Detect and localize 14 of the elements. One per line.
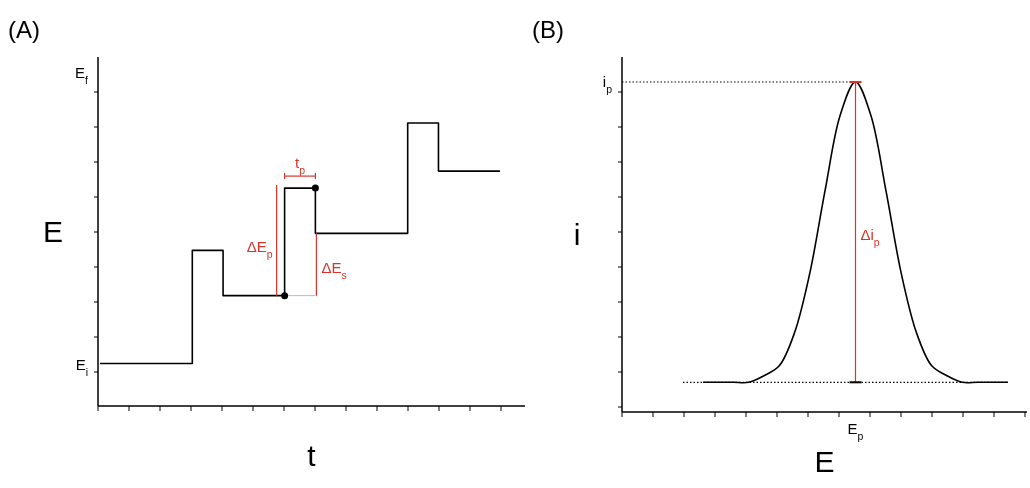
x-axis-title: t <box>307 439 317 472</box>
chart-title: (A) <box>8 16 40 43</box>
text: E$_{f}$ <box>75 64 89 86</box>
annotation: ΔE$_{s}$ <box>321 258 347 281</box>
text: E$_{i}$ <box>75 356 88 378</box>
annotation: ΔE$_{p}$ <box>246 237 273 260</box>
y-axis-title: i <box>573 217 581 251</box>
text: E$_{p}$ <box>847 420 864 442</box>
ref-line-label: i$_{p}$ <box>602 73 613 95</box>
x-axis-title: E <box>814 445 835 478</box>
annotation: t$_{p}$ <box>294 154 306 177</box>
chart-title: (B) <box>532 16 564 43</box>
annotation: Δi$_{p}$ <box>860 226 880 249</box>
y-axis-title: E <box>42 214 64 248</box>
